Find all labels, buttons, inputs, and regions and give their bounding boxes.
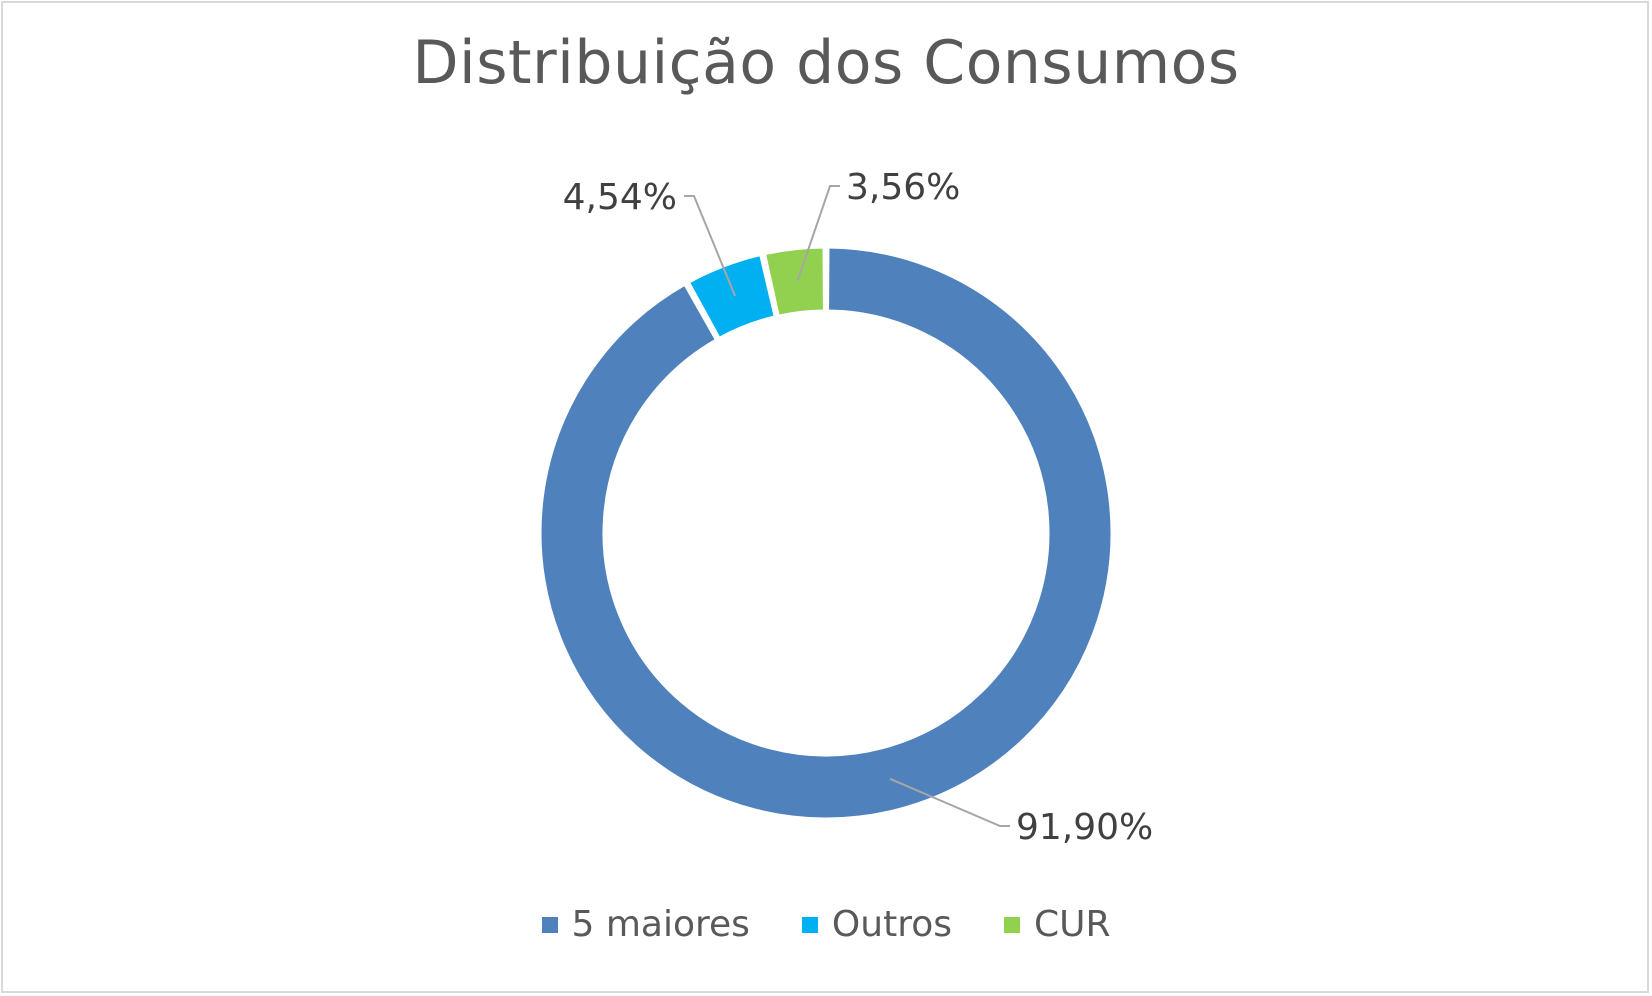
donut-slices: [538, 245, 1114, 821]
slice-outros[interactable]: [686, 252, 778, 341]
data-label-cur: 3,56%: [846, 167, 960, 208]
legend-label-5-maiores: 5 maiores: [571, 904, 750, 945]
leader-lines: [684, 185, 1010, 827]
legend-item-5-maiores[interactable]: 5 maiores: [541, 904, 750, 945]
legend-label-outros: Outros: [831, 904, 952, 945]
leader-line-5-maiores: [889, 777, 1010, 827]
leader-line-cur: [796, 185, 840, 281]
legend: 5 maiores Outros CUR: [0, 904, 1652, 945]
legend-swatch-outros: [801, 916, 818, 933]
legend-item-cur[interactable]: CUR: [1003, 904, 1111, 945]
slice-cur[interactable]: [762, 245, 826, 318]
leader-line-outros: [684, 195, 736, 297]
slice-5-maiores[interactable]: [538, 245, 1114, 821]
legend-item-outros[interactable]: Outros: [801, 904, 952, 945]
legend-swatch-cur: [1003, 916, 1020, 933]
data-label-5-maiores: 91,90%: [1016, 807, 1153, 848]
legend-label-cur: CUR: [1033, 904, 1111, 945]
chart-title: Distribuição dos Consumos: [412, 28, 1240, 98]
data-label-outros: 4,54%: [563, 177, 677, 218]
data-labels: 91,90% 4,54% 3,56%: [563, 167, 1154, 848]
legend-swatch-5-maiores: [541, 916, 558, 933]
